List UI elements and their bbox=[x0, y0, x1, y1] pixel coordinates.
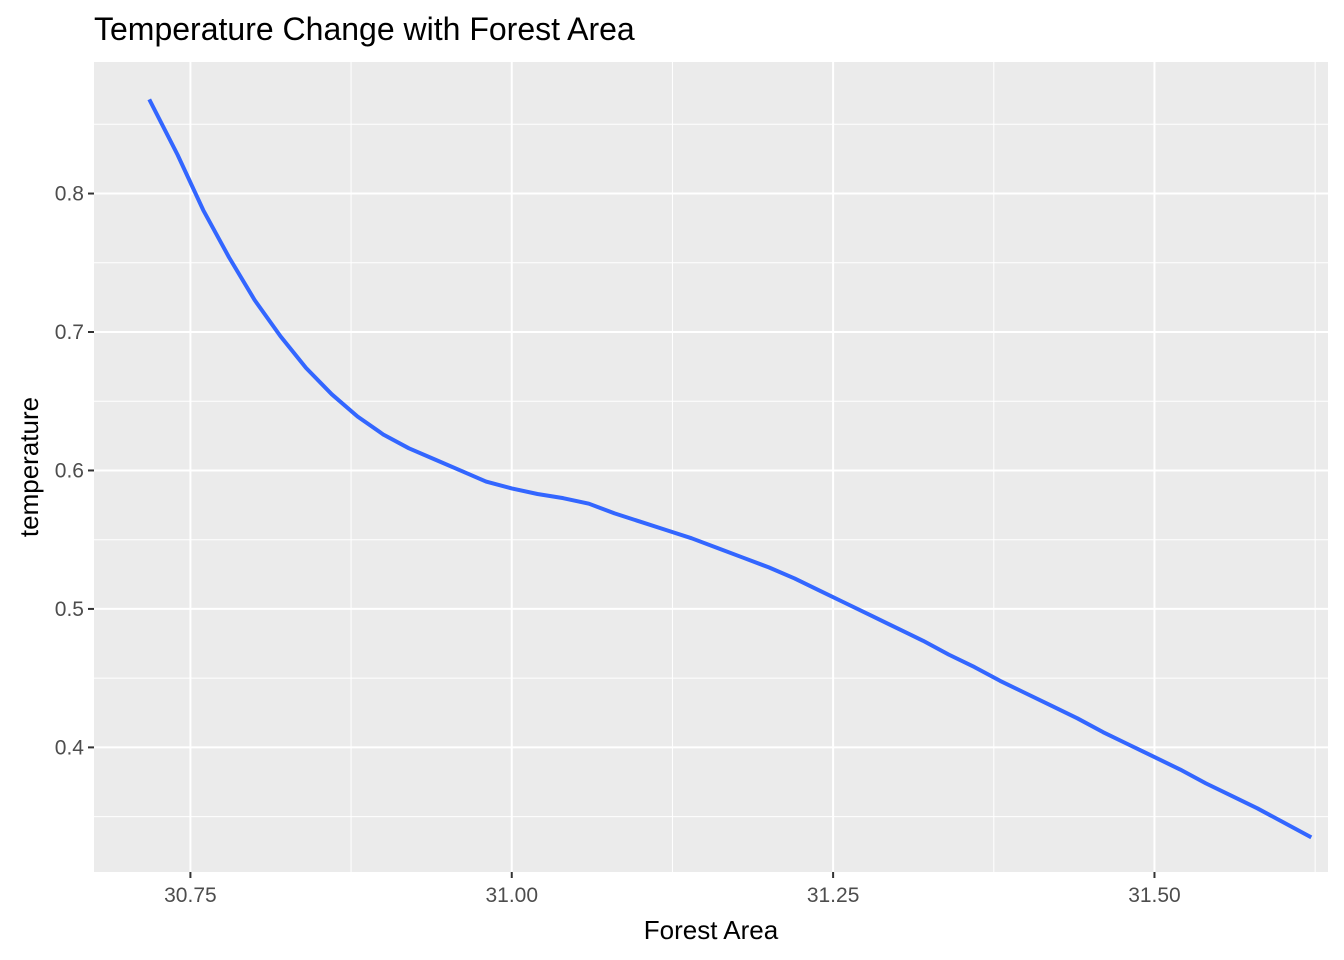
chart-title: Temperature Change with Forest Area bbox=[94, 11, 635, 47]
x-tick-label: 31.25 bbox=[807, 884, 860, 907]
major-gridlines bbox=[94, 62, 1328, 872]
x-tick-label: 31.00 bbox=[485, 884, 538, 907]
y-tick-label: 0.7 bbox=[55, 321, 84, 344]
x-axis-ticks: 30.75 31.00 31.25 31.50 bbox=[164, 872, 1181, 907]
y-tick-label: 0.8 bbox=[55, 183, 84, 206]
y-tick-label: 0.5 bbox=[55, 598, 84, 621]
x-tick-label: 30.75 bbox=[164, 884, 217, 907]
minor-gridlines bbox=[94, 62, 1328, 872]
y-tick-label: 0.6 bbox=[55, 459, 84, 482]
temperature-line bbox=[147, 98, 1313, 840]
y-axis-title: temperature bbox=[14, 397, 44, 537]
plot-panel bbox=[94, 62, 1328, 872]
y-tick-label: 0.4 bbox=[55, 736, 85, 759]
x-axis-title: Forest Area bbox=[644, 915, 779, 945]
y-axis-ticks: 0.4 0.5 0.6 0.7 0.8 bbox=[55, 183, 94, 759]
x-tick-label: 31.50 bbox=[1128, 884, 1181, 907]
